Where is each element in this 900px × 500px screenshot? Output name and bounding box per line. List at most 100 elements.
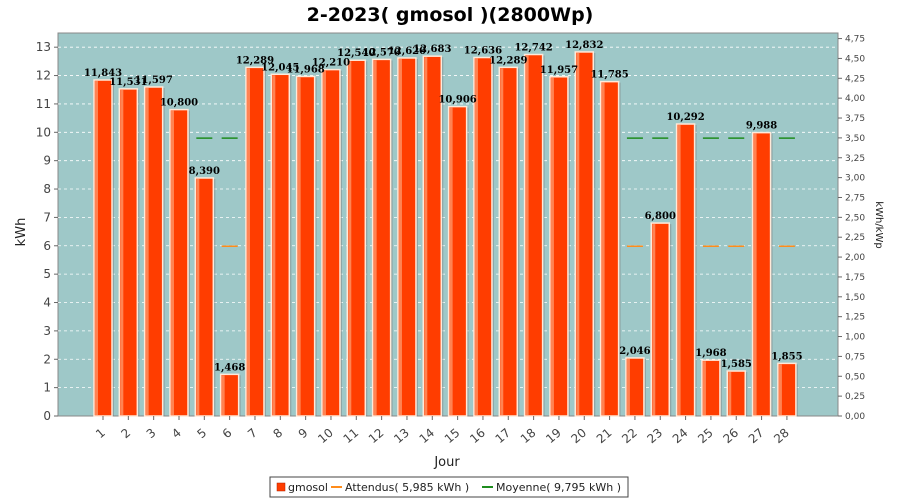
bar-highlight bbox=[702, 361, 706, 415]
x-tick-label: 22 bbox=[619, 426, 640, 447]
y-tick-label: 12 bbox=[36, 69, 51, 83]
x-tick-label: 15 bbox=[442, 426, 463, 447]
y-tick-label: 2 bbox=[43, 352, 51, 366]
y-axis-right: 0,00 0,25 0,50 0,75 1,00 1,25 1,50 1,75 2,00 2,25… bbox=[838, 35, 865, 422]
bar-highlight bbox=[398, 58, 402, 415]
y2-tick-label: 2,75 bbox=[845, 193, 865, 203]
data-label: 8,390 bbox=[189, 166, 220, 177]
bars bbox=[93, 51, 798, 417]
data-label: 12,045 bbox=[261, 62, 299, 73]
chart-title: 2-2023( gmosol )(2800Wp) bbox=[307, 4, 594, 26]
bar-highlight bbox=[272, 75, 276, 415]
x-tick-label: 8 bbox=[270, 426, 285, 442]
data-label: 12,636 bbox=[464, 46, 502, 57]
y2-tick-label: 4,75 bbox=[845, 35, 865, 45]
bar-highlight bbox=[373, 60, 377, 415]
y2-tick-label: 1,75 bbox=[845, 273, 865, 283]
x-axis-title: Jour bbox=[433, 455, 460, 470]
legend-swatch-gmosol bbox=[276, 482, 286, 492]
y2-tick-label: 0,25 bbox=[845, 392, 865, 402]
data-label: 12,210 bbox=[312, 58, 350, 69]
legend-box bbox=[269, 476, 629, 498]
x-tick-label: 3 bbox=[144, 426, 159, 442]
bar-highlight bbox=[525, 55, 529, 416]
bar-highlight bbox=[652, 224, 656, 415]
data-label: 9,988 bbox=[746, 121, 777, 132]
y2-tick-label: 4,00 bbox=[845, 94, 865, 104]
y2-tick-label: 0,75 bbox=[845, 352, 865, 362]
y2-tick-label: 4,50 bbox=[845, 54, 865, 64]
y-tick-label: 0 bbox=[43, 409, 51, 423]
data-label: 10,800 bbox=[160, 98, 198, 109]
bar-highlight bbox=[322, 70, 326, 415]
bar-highlight bbox=[196, 178, 200, 415]
bar-highlight bbox=[145, 87, 149, 415]
bar-highlight bbox=[500, 68, 504, 416]
y2-tick-label: 3,00 bbox=[845, 174, 865, 184]
bar-highlight bbox=[449, 107, 453, 415]
data-label: 1,468 bbox=[214, 362, 245, 373]
bar-highlight bbox=[576, 52, 580, 415]
x-tick-label: 17 bbox=[493, 426, 514, 447]
y2-tick-label: 2,00 bbox=[845, 253, 865, 263]
x-tick-label: 20 bbox=[568, 426, 589, 447]
x-tick-label: 2 bbox=[118, 426, 133, 442]
data-label: 12,570 bbox=[362, 47, 400, 58]
legend-label-attendus: Attendus( 5,985 kWh ) bbox=[345, 481, 469, 494]
x-tick-label: 16 bbox=[467, 426, 488, 447]
y2-tick-label: 3,75 bbox=[845, 114, 865, 124]
y-tick-label: 1 bbox=[43, 381, 51, 395]
bar-highlight bbox=[601, 82, 605, 415]
x-tick-label: 7 bbox=[245, 426, 260, 442]
x-tick-label: 19 bbox=[543, 426, 564, 447]
x-tick-label: 21 bbox=[594, 426, 615, 447]
x-tick-label: 1 bbox=[93, 426, 108, 442]
data-label: 11,968 bbox=[286, 64, 324, 75]
bar-highlight bbox=[677, 125, 681, 415]
x-axis: 1 2 3 4 5 6 7 8 9 10 11 12 13 14 15 16 17 18 19 20 21 22 23 24 2… bbox=[93, 416, 792, 446]
y-tick-label: 3 bbox=[43, 324, 51, 338]
data-label: 10,906 bbox=[438, 95, 476, 106]
x-tick-label: 28 bbox=[771, 426, 792, 447]
data-label: 11,785 bbox=[590, 70, 628, 81]
data-label: 12,620 bbox=[388, 46, 426, 57]
bar-highlight bbox=[95, 81, 98, 415]
data-label: 11,957 bbox=[540, 65, 578, 76]
y2-tick-label: 1,50 bbox=[845, 293, 865, 303]
data-label: 12,683 bbox=[413, 44, 451, 55]
y2-tick-label: 1,25 bbox=[845, 313, 865, 323]
data-label: 12,540 bbox=[337, 48, 375, 59]
data-label: 12,289 bbox=[489, 55, 527, 66]
y2-tick-label: 2,25 bbox=[845, 233, 865, 243]
x-tick-label: 11 bbox=[341, 426, 362, 447]
bar-highlight bbox=[474, 58, 478, 416]
x-tick-label: 18 bbox=[518, 426, 539, 447]
legend: gmosol Attendus( 5,985 kWh ) Moyenne( 9,… bbox=[269, 476, 629, 498]
data-label: 1,585 bbox=[721, 359, 752, 370]
y2-tick-label: 3,25 bbox=[845, 154, 865, 164]
y-tick-label: 4 bbox=[43, 296, 51, 310]
x-tick-label: 24 bbox=[670, 426, 691, 447]
x-tick-label: 5 bbox=[194, 426, 209, 442]
y2-tick-label: 4,25 bbox=[845, 74, 865, 84]
bar-highlight bbox=[297, 77, 301, 415]
data-label: 11,597 bbox=[135, 75, 173, 86]
bar-highlight bbox=[778, 364, 782, 415]
x-tick-label: 26 bbox=[720, 426, 741, 447]
y2-tick-label: 2,50 bbox=[845, 213, 865, 223]
x-tick-label: 4 bbox=[169, 426, 184, 442]
y-tick-label: 6 bbox=[43, 239, 51, 253]
x-tick-label: 14 bbox=[417, 426, 438, 447]
x-tick-label: 10 bbox=[315, 426, 336, 447]
data-label: 2,046 bbox=[619, 346, 650, 357]
data-label: 11,843 bbox=[84, 68, 122, 79]
x-tick-label: 6 bbox=[220, 426, 235, 442]
bar-highlight bbox=[221, 375, 225, 415]
y2-axis-title: kWh/kWp bbox=[873, 201, 884, 248]
bar-highlight bbox=[626, 358, 630, 415]
bar-highlight bbox=[246, 68, 250, 416]
bar-highlight bbox=[550, 77, 554, 415]
data-label: 12,742 bbox=[514, 43, 552, 54]
x-tick-label: 9 bbox=[296, 426, 311, 442]
